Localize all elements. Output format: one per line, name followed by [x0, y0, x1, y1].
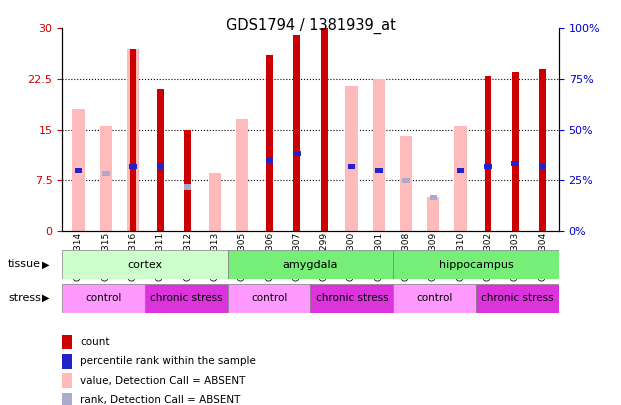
Text: chronic stress: chronic stress — [150, 293, 222, 303]
Bar — [236, 119, 248, 231]
Bar — [512, 161, 519, 166]
Bar — [102, 171, 109, 176]
Bar — [62, 335, 72, 349]
Bar — [228, 284, 310, 313]
Bar — [293, 151, 301, 156]
Bar — [430, 194, 437, 200]
Bar — [184, 130, 191, 231]
Bar — [184, 184, 191, 190]
Bar — [393, 250, 559, 279]
Bar — [99, 126, 112, 231]
Bar — [538, 164, 546, 169]
Text: stress: stress — [8, 293, 41, 303]
Text: ▶: ▶ — [42, 260, 50, 269]
Bar — [62, 250, 228, 279]
Bar — [62, 284, 145, 313]
Bar — [62, 373, 72, 388]
Bar — [72, 109, 84, 231]
Text: value, Detection Call = ABSENT: value, Detection Call = ABSENT — [80, 376, 245, 386]
Bar — [145, 284, 228, 313]
Text: tissue: tissue — [8, 260, 41, 269]
Bar — [320, 28, 327, 231]
Bar — [62, 393, 72, 405]
Bar — [484, 164, 492, 169]
Bar — [127, 49, 139, 231]
Bar — [373, 79, 385, 231]
Text: rank, Detection Call = ABSENT: rank, Detection Call = ABSENT — [80, 395, 240, 405]
Bar — [266, 55, 273, 231]
Bar — [457, 168, 465, 173]
Bar — [455, 126, 467, 231]
Bar — [393, 284, 476, 313]
Text: control: control — [251, 293, 288, 303]
Bar — [427, 197, 440, 231]
Text: amygdala: amygdala — [283, 260, 338, 270]
Text: count: count — [80, 337, 110, 347]
Bar — [156, 164, 164, 169]
Bar — [209, 173, 221, 231]
Text: control: control — [85, 293, 122, 303]
Bar — [62, 354, 72, 369]
Bar — [129, 164, 137, 169]
Bar — [228, 250, 393, 279]
Bar — [484, 76, 491, 231]
Bar — [512, 72, 519, 231]
Bar — [157, 89, 164, 231]
Bar — [539, 69, 546, 231]
Text: control: control — [417, 293, 453, 303]
Text: percentile rank within the sample: percentile rank within the sample — [80, 356, 256, 366]
Bar — [402, 178, 410, 183]
Bar — [75, 168, 83, 173]
Bar — [130, 49, 137, 231]
Text: GDS1794 / 1381939_at: GDS1794 / 1381939_at — [225, 18, 396, 34]
Text: cortex: cortex — [127, 260, 163, 270]
Bar — [375, 168, 383, 173]
Bar — [294, 35, 301, 231]
Text: ▶: ▶ — [42, 293, 50, 303]
Bar — [476, 284, 559, 313]
Text: chronic stress: chronic stress — [315, 293, 388, 303]
Bar — [400, 136, 412, 231]
Text: chronic stress: chronic stress — [481, 293, 554, 303]
Bar — [310, 284, 393, 313]
Bar — [345, 86, 358, 231]
Text: hippocampus: hippocampus — [438, 260, 514, 270]
Bar — [348, 164, 355, 169]
Bar — [266, 158, 273, 162]
